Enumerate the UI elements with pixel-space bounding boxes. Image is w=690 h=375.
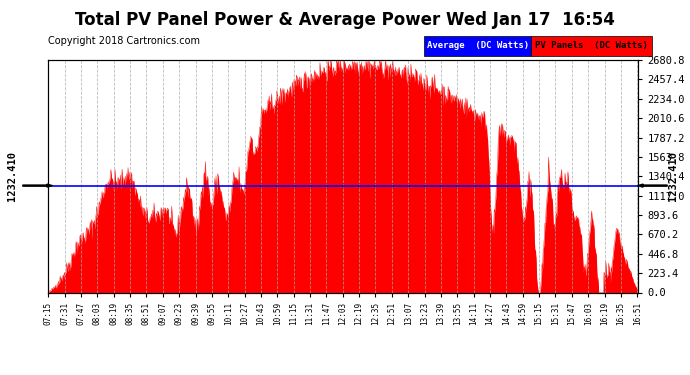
Text: PV Panels  (DC Watts): PV Panels (DC Watts) — [535, 42, 648, 51]
Text: 1232.410: 1232.410 — [668, 151, 678, 201]
Text: Average  (DC Watts): Average (DC Watts) — [426, 42, 529, 51]
Text: Total PV Panel Power & Average Power Wed Jan 17  16:54: Total PV Panel Power & Average Power Wed… — [75, 11, 615, 29]
Text: Copyright 2018 Cartronics.com: Copyright 2018 Cartronics.com — [48, 36, 200, 46]
Text: 1232.410: 1232.410 — [8, 151, 17, 201]
